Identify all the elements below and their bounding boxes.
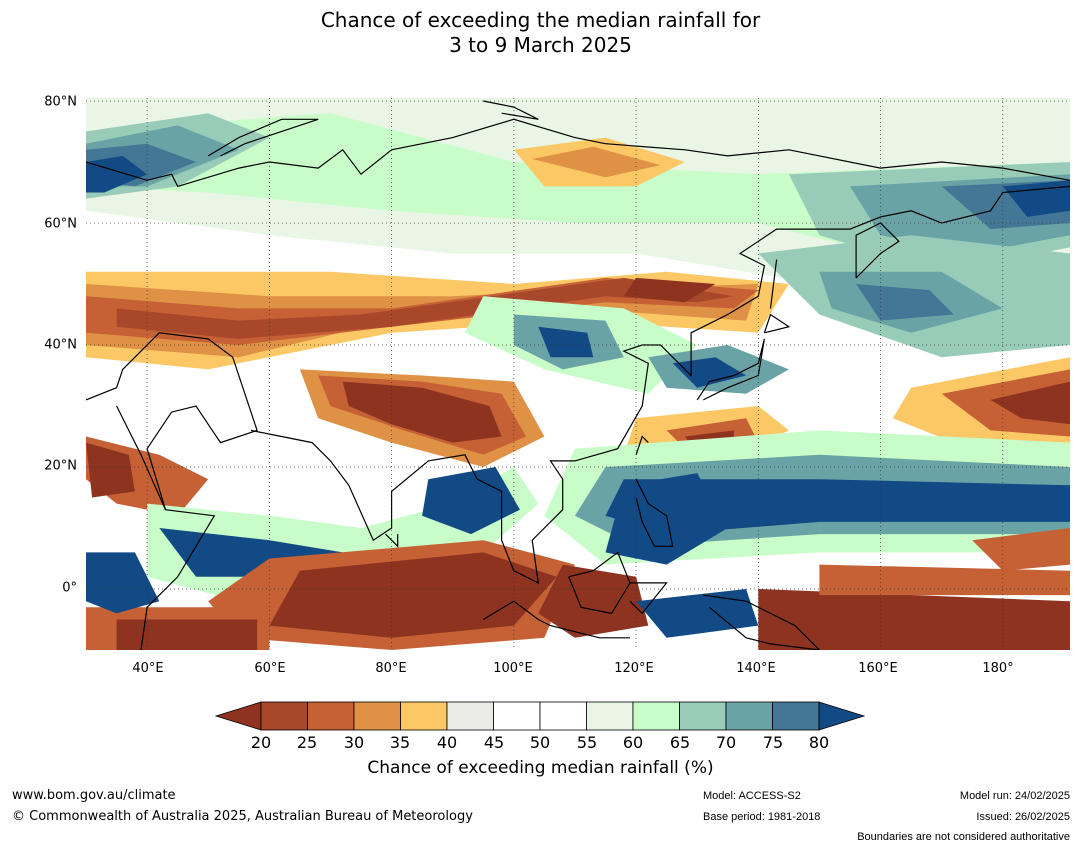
rainfall-probability-map bbox=[86, 98, 1070, 650]
lat-label-80n: 80°N bbox=[44, 94, 77, 110]
probability-region-28 bbox=[342, 381, 502, 443]
coastline-17 bbox=[385, 533, 399, 548]
footer-issued: Issued: 26/02/2025 bbox=[976, 811, 1070, 823]
probability-region-12 bbox=[1002, 180, 1070, 217]
footer-base-period: Base period: 1981-2018 bbox=[703, 811, 821, 823]
lat-label-40n: 40°N bbox=[44, 337, 77, 353]
lon-label-120e: 120°E bbox=[614, 661, 654, 676]
colorbar-tick-60: 60 bbox=[622, 733, 644, 752]
footer-model: Model: ACCESS-S2 bbox=[703, 790, 801, 802]
probability-region-47 bbox=[116, 619, 258, 650]
coastline-9 bbox=[207, 118, 319, 157]
colorbar-tick-70: 70 bbox=[715, 733, 737, 752]
probability-region-30 bbox=[86, 442, 135, 498]
probability-region-53 bbox=[972, 528, 1070, 571]
probability-region-49 bbox=[538, 564, 649, 638]
lon-label-40e: 40°E bbox=[132, 661, 164, 676]
probability-region-51 bbox=[819, 564, 1070, 596]
probability-region-50 bbox=[758, 589, 1070, 650]
colorbar-segment-30_35 bbox=[353, 701, 401, 731]
probability-region-8 bbox=[86, 155, 148, 193]
probability-region-48 bbox=[86, 552, 160, 614]
colorbar-segment-60_65 bbox=[632, 701, 680, 731]
colorbar-segment-35_40 bbox=[400, 701, 448, 731]
coastlines bbox=[86, 100, 1070, 650]
footer-model-run: Model run: 24/02/2025 bbox=[959, 790, 1070, 802]
colorbar-segment-75_80 bbox=[772, 701, 820, 731]
probability-region-4 bbox=[532, 146, 661, 178]
colorbar-tick-80: 80 bbox=[808, 733, 830, 752]
footer-url[interactable]: www.bom.gov.au/climate bbox=[12, 788, 176, 803]
probability-region-15 bbox=[856, 284, 954, 321]
probability-region-23 bbox=[538, 326, 594, 358]
coastline-6 bbox=[769, 259, 778, 309]
coastline-13 bbox=[629, 582, 668, 615]
probability-region-20 bbox=[623, 277, 716, 303]
graticule bbox=[86, 98, 1070, 650]
coastline-16 bbox=[635, 435, 649, 455]
colorbar-segment-25_30 bbox=[307, 701, 355, 731]
coastline-11 bbox=[482, 600, 630, 639]
coastline-5 bbox=[763, 313, 791, 334]
coastline-15 bbox=[703, 594, 821, 650]
lat-label-60n: 60°N bbox=[44, 216, 77, 232]
lon-label-60e: 60°E bbox=[254, 661, 286, 676]
coastline-1 bbox=[86, 332, 258, 650]
lon-label-160e: 160°E bbox=[858, 661, 898, 676]
probability-region-45 bbox=[269, 552, 557, 638]
colorbar-tick-75: 75 bbox=[762, 733, 784, 752]
probability-regions bbox=[86, 98, 1070, 650]
lat-label-20n: 20°N bbox=[44, 458, 77, 474]
colorbar-segment-50_55 bbox=[539, 701, 587, 731]
probability-region-52 bbox=[636, 589, 759, 638]
colorbar-extend-low bbox=[215, 701, 262, 731]
colorbar-tick-55: 55 bbox=[576, 733, 598, 752]
coastline-3 bbox=[250, 185, 1070, 584]
coastline-8 bbox=[86, 118, 1070, 188]
map-title: Chance of exceeding the median rainfall … bbox=[0, 8, 1081, 58]
colorbar-tick-50: 50 bbox=[529, 733, 551, 752]
title-line-2: 3 to 9 March 2025 bbox=[449, 33, 632, 57]
lon-label-180: 180° bbox=[982, 661, 1014, 676]
colorbar-segment-20_25 bbox=[260, 701, 308, 731]
colorbar-tick-40: 40 bbox=[436, 733, 458, 752]
colorbar-tick-20: 20 bbox=[250, 733, 272, 752]
coastline-7 bbox=[855, 222, 900, 279]
lon-label-80e: 80°E bbox=[375, 661, 407, 676]
colorbar-segment-70_75 bbox=[725, 701, 773, 731]
colorbar-segment-40_45 bbox=[446, 701, 494, 731]
colorbar bbox=[215, 701, 866, 731]
map-canvas bbox=[86, 98, 1070, 650]
colorbar-tick-45: 45 bbox=[483, 733, 505, 752]
colorbar-segment-55_60 bbox=[586, 701, 634, 731]
colorbar-tick-35: 35 bbox=[389, 733, 411, 752]
colorbar-segment-65_70 bbox=[679, 701, 727, 731]
probability-region-19 bbox=[116, 277, 734, 339]
title-line-1: Chance of exceeding the median rainfall … bbox=[320, 8, 761, 32]
colorbar-label: Chance of exceeding median rainfall (%) bbox=[367, 758, 714, 778]
lat-label-0: 0° bbox=[62, 580, 77, 596]
colorbar-tick-65: 65 bbox=[669, 733, 691, 752]
footer-copyright: © Commonwealth of Australia 2025, Austra… bbox=[12, 809, 473, 824]
colorbar-segment-45_50 bbox=[493, 701, 541, 731]
colorbar-tick-25: 25 bbox=[296, 733, 318, 752]
probability-region-36 bbox=[990, 381, 1070, 425]
footer-disclaimer: Boundaries are not considered authoritat… bbox=[857, 831, 1070, 843]
colorbar-tick-30: 30 bbox=[343, 733, 365, 752]
coastline-10 bbox=[483, 100, 539, 120]
colorbar-extend-high bbox=[818, 701, 866, 731]
coastline-2 bbox=[116, 405, 167, 510]
coastline-4 bbox=[696, 338, 765, 401]
lon-label-140e: 140°E bbox=[736, 661, 776, 676]
coastline-14 bbox=[635, 478, 674, 547]
lon-label-100e: 100°E bbox=[493, 661, 533, 676]
probability-region-43 bbox=[422, 467, 520, 535]
